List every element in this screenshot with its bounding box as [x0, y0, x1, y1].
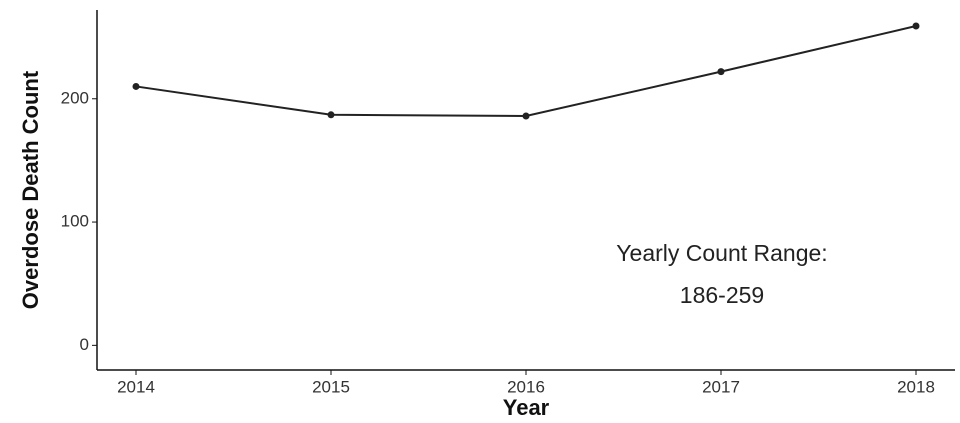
- x-tick-label: 2014: [117, 377, 155, 396]
- y-tick-label: 0: [80, 335, 89, 354]
- point: [327, 111, 335, 119]
- x-tick-label: 2018: [897, 377, 935, 396]
- x-axis-title: Year: [503, 395, 550, 420]
- annotation: Yearly Count Range:: [616, 240, 827, 266]
- point: [912, 22, 920, 30]
- line: [135, 25, 917, 118]
- y-axis-title: Overdose Death Count: [18, 70, 43, 309]
- x-tick-label: 2017: [702, 377, 740, 396]
- y-tick-label: 200: [61, 88, 89, 107]
- point: [522, 112, 530, 120]
- x-tick-label: 2015: [312, 377, 350, 396]
- y-tick-label: 100: [61, 212, 89, 231]
- x-tick-label: 2016: [507, 377, 545, 396]
- point: [132, 82, 140, 90]
- annotation: 186-259: [680, 282, 764, 308]
- point: [717, 68, 725, 76]
